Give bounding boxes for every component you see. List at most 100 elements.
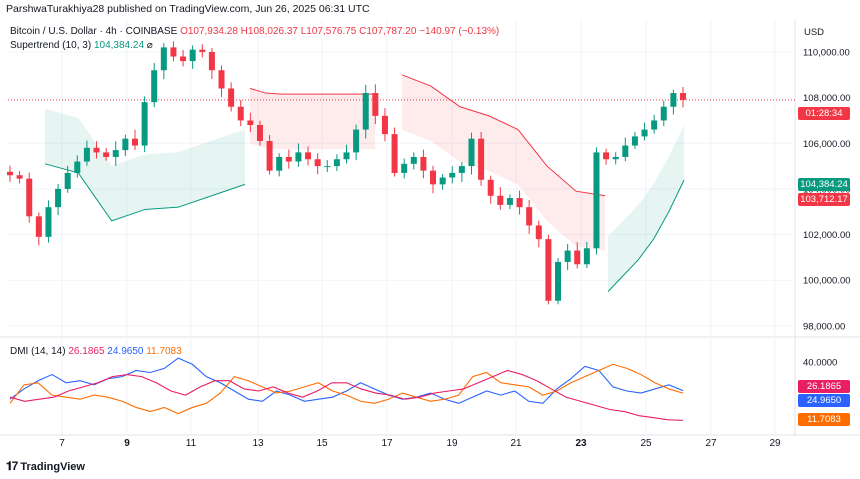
supertrend-value: 104,384.24 <box>93 40 145 51</box>
candle-body <box>256 125 263 141</box>
candle-body <box>247 120 254 125</box>
candle-body <box>237 106 244 121</box>
candle-body <box>660 106 667 121</box>
symbol-title[interactable]: Bitcoin / U.S. Dollar · 4h · COINBASE <box>10 26 178 37</box>
price-tick-label: 102,000.00 <box>803 230 851 241</box>
candle-body <box>583 248 590 265</box>
candle-body <box>545 239 552 301</box>
publisher-caption: ParshwaTurakhiya28 published on TradingV… <box>6 3 370 15</box>
time-tick-label: 29 <box>769 438 781 449</box>
candle-body <box>564 250 571 262</box>
candle-body <box>305 152 312 160</box>
candle-body <box>26 178 33 217</box>
candle-body <box>343 152 350 160</box>
tradingview-logo-icon: 𝟏7 <box>6 459 18 473</box>
candle-body <box>353 129 360 153</box>
axes: 110,000.00108,000.00106,000.00104,000.00… <box>59 47 850 449</box>
brand-name: TradingView <box>20 460 85 473</box>
candle-body <box>506 198 513 205</box>
candle-body <box>83 147 90 162</box>
candle-body <box>266 140 273 171</box>
dmi-label[interactable]: DMI (14, 14) <box>10 346 66 357</box>
price-tick-label: 106,000.00 <box>803 139 851 150</box>
candle-body <box>631 136 638 146</box>
candle-body <box>410 156 417 164</box>
chart-grid <box>0 20 860 436</box>
candle-body <box>7 171 13 176</box>
candle-body <box>295 152 302 162</box>
dmi-plus-value: 26.1865 <box>68 346 105 357</box>
candle-body <box>64 172 71 189</box>
dmi-lines <box>9 357 684 421</box>
candlesticks <box>7 41 686 305</box>
candle-body <box>141 102 148 146</box>
candle-body <box>160 47 167 71</box>
candle-body <box>680 93 686 100</box>
candle-body <box>131 138 138 146</box>
supertrend-down-line <box>249 87 375 95</box>
candle-body <box>151 70 158 103</box>
candle-body <box>16 175 23 179</box>
candle-body <box>103 152 110 157</box>
candle-body <box>641 129 648 137</box>
supertrend-legend: Supertrend (10, 3) 104,384.24 ⌀ <box>10 40 153 51</box>
countdown-tag: 01:28:34 <box>798 107 850 120</box>
candle-body <box>112 150 119 157</box>
candle-body <box>670 93 677 107</box>
candle-body <box>593 152 600 249</box>
supertrend-up-tag: 103,712.17 <box>798 193 850 206</box>
candle-body <box>401 163 408 173</box>
time-tick-label: 19 <box>446 438 458 449</box>
dmi-series-line <box>9 357 684 404</box>
ohlc-high: H108,026.37 <box>240 26 298 37</box>
time-tick-label: 17 <box>381 438 393 449</box>
candle-body <box>228 88 235 107</box>
supertrend-up-line-fill <box>608 125 684 292</box>
data-window-icon[interactable]: ⌀ <box>146 40 153 51</box>
currency-button[interactable]: USD <box>803 27 825 38</box>
candle-body <box>285 156 292 162</box>
supertrend-up-line-fill <box>45 108 245 221</box>
time-tick-label: 23 <box>575 438 587 449</box>
candle-body <box>391 134 398 173</box>
candle-body <box>189 49 196 62</box>
supertrend-up-line <box>607 179 685 292</box>
dmi-series-line <box>9 369 684 421</box>
candle-body <box>93 147 100 153</box>
candle-body <box>314 159 321 167</box>
candle-body <box>574 250 581 265</box>
candle-body <box>497 195 504 205</box>
ohlc-change: −140.97 (−0.13%) <box>419 26 500 37</box>
tradingview-brand[interactable]: 𝟏7 TradingView <box>6 459 85 474</box>
candle-body <box>651 120 658 130</box>
dmi-adx-tag: 11.7083 <box>798 413 850 426</box>
ohlc-open: O107,934.28 <box>180 26 238 37</box>
candle-body <box>468 138 475 167</box>
time-tick-label: 11 <box>186 438 197 449</box>
candle-body <box>180 56 187 62</box>
price-tick-label: 98,000.00 <box>803 321 845 332</box>
time-tick-label: 15 <box>316 438 328 449</box>
ohlc-close: C107,787.20 <box>359 26 417 37</box>
dmi-legend: DMI (14, 14) 26.1865 24.9650 11.7083 <box>10 346 182 357</box>
candle-body <box>35 216 42 237</box>
price-tick-label: 100,000.00 <box>803 276 851 287</box>
candle-body <box>420 156 427 171</box>
candle-body <box>487 179 494 196</box>
price-tick-label: 108,000.00 <box>803 93 851 104</box>
supertrend-label[interactable]: Supertrend (10, 3) <box>10 40 92 51</box>
candle-body <box>381 115 388 135</box>
supertrend-down-line-fill <box>250 88 375 150</box>
candle-body <box>535 225 542 240</box>
time-tick-label: 27 <box>705 438 717 449</box>
ohlc-low: L107,576.75 <box>300 26 357 37</box>
dmi-minus-value: 24.9650 <box>107 346 144 357</box>
supertrend-price-tag: 104,384.24 <box>798 178 850 191</box>
candle-body <box>333 159 340 167</box>
candle-body <box>372 93 379 116</box>
candle-body <box>208 51 215 71</box>
candle-body <box>170 47 177 57</box>
supertrend-down-line-fill <box>402 74 605 251</box>
time-tick-label: 9 <box>124 438 130 449</box>
